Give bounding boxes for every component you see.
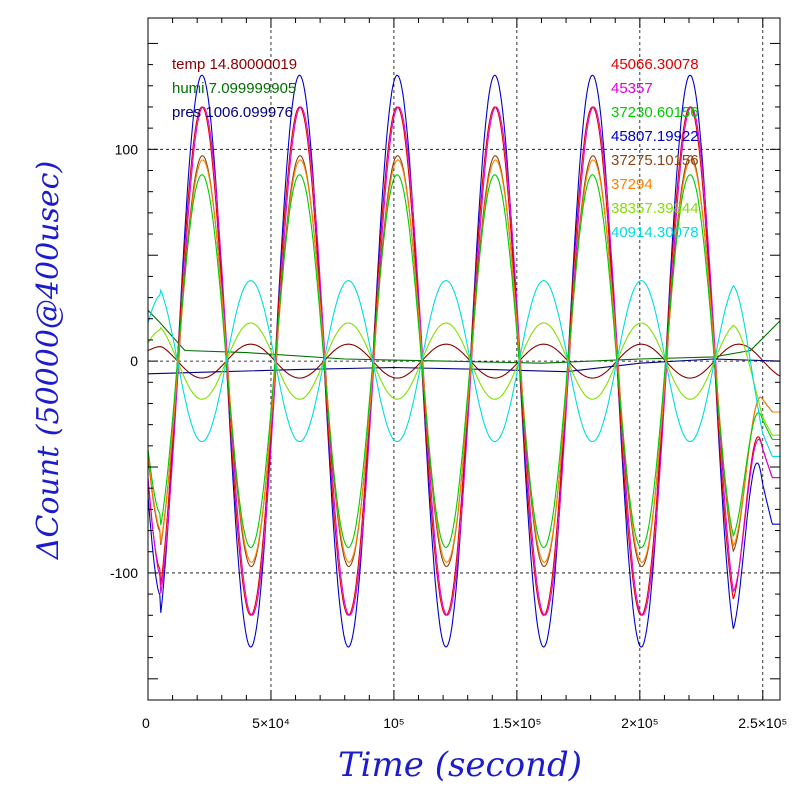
tick-labels: 0 5×10⁴ 10⁵ 1.5×10⁵ 2×10⁵ 2.5×10⁵ -100 0 100	[110, 141, 787, 731]
x-tick-label-1: 5×10⁴	[252, 715, 290, 731]
legend-right-item-7: 40914.30078	[611, 224, 699, 241]
series-temp	[148, 343, 780, 379]
legend-right-item-1: 45357	[611, 80, 653, 97]
legend-left-item-0: temp 14.80000019	[172, 56, 297, 73]
series-layer	[148, 74, 780, 648]
series-green	[148, 174, 780, 549]
legend-left-item-1: humi 7.099999905	[172, 80, 296, 97]
series-cyan	[148, 280, 780, 457]
legend-right-item-2: 37230.60156	[611, 104, 699, 121]
series-pres	[148, 358, 780, 375]
legend-left: temp 14.80000019 humi 7.099999905 pres 100…	[172, 56, 297, 121]
plot-background	[148, 18, 780, 700]
x-tick-label-0: 0	[142, 715, 150, 731]
series-lightgreen	[148, 322, 780, 436]
x-tick-label-3: 1.5×10⁵	[492, 715, 541, 731]
x-tick-label-5: 2.5×10⁵	[738, 715, 787, 731]
y-axis-title: ΔCount (50000@400usec)	[31, 161, 66, 560]
x-tick-label-4: 2×10⁵	[621, 715, 658, 731]
legend-left-item-2: pres 1006.099976	[172, 104, 293, 121]
legend-right-item-6: 38357.39844	[611, 200, 699, 217]
y-tick-label-0: -100	[110, 565, 138, 581]
series-magenta	[148, 106, 780, 616]
legend-right: 45066.30078 45357 37230.60156 45807.19922 37…	[611, 56, 699, 241]
x-axis-title: Time (second)	[338, 745, 582, 785]
legend-right-item-4: 37275.10156	[611, 152, 699, 169]
plot-frame	[147, 17, 781, 701]
series-humi	[148, 309, 780, 364]
series-red	[148, 106, 780, 616]
legend-right-item-5: 37294	[611, 176, 653, 193]
ticks	[148, 18, 780, 700]
y-tick-label-1: 0	[130, 353, 138, 369]
y-tick-label-2: 100	[115, 141, 139, 157]
legend-right-item-3: 45807.19922	[611, 128, 699, 145]
legend-right-item-0: 45066.30078	[611, 56, 699, 73]
x-tick-label-2: 10⁵	[383, 715, 404, 731]
